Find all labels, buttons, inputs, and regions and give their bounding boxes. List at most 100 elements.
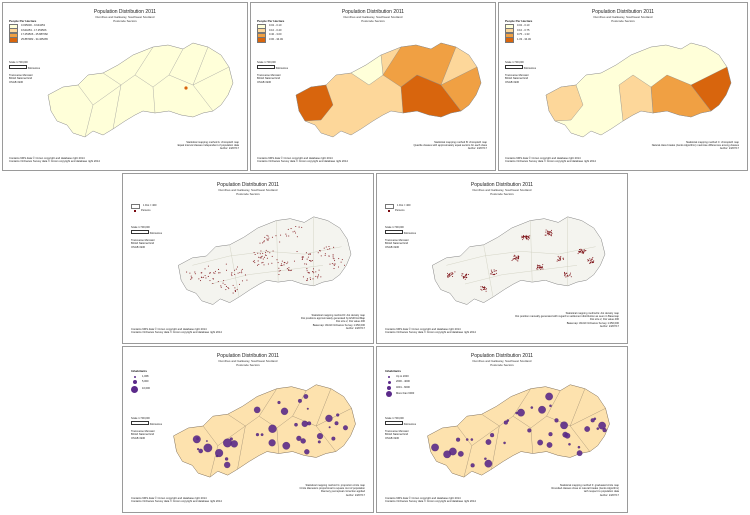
population-dot (301, 226, 303, 228)
population-dot (261, 262, 263, 264)
projection-line: OSGB 1936 (131, 436, 145, 440)
population-dot (450, 272, 452, 274)
population-dot (258, 256, 260, 258)
population-dot (234, 291, 236, 293)
population-dot (491, 271, 493, 273)
population-dot (526, 236, 528, 238)
population-dot (227, 286, 229, 288)
population-dot (511, 259, 513, 261)
population-dot (213, 272, 215, 274)
population-dot (539, 267, 541, 269)
population-dot (579, 251, 581, 253)
population-dot (266, 238, 268, 240)
population-dot (447, 274, 449, 276)
population-dot (482, 286, 484, 288)
population-dot (536, 264, 538, 266)
population-dot (513, 254, 515, 256)
legend-item: 1 Dot = 400 (131, 203, 156, 209)
population-dot (556, 260, 558, 262)
population-dot (329, 248, 331, 250)
population-dot (493, 270, 495, 272)
population-circle (470, 438, 474, 441)
population-dot (560, 257, 562, 259)
population-dot (565, 276, 567, 278)
legend-item: 3.00 - 34.49 (257, 37, 284, 43)
population-dot (544, 234, 546, 236)
population-dot (332, 257, 334, 259)
population-dot (329, 263, 331, 265)
population-dot (307, 271, 309, 273)
population-dot (480, 286, 482, 288)
population-dot (246, 279, 248, 281)
population-dot (564, 274, 566, 276)
population-dot (235, 268, 237, 270)
population-dot (546, 231, 548, 233)
population-dot (452, 273, 454, 275)
population-dot (232, 284, 234, 286)
population-dot (343, 264, 345, 266)
population-circle (229, 437, 233, 441)
method-note: Statistical mapping method D: dot densit… (300, 314, 365, 330)
copyright-notice: Contains NRS data © Crown copyright and … (257, 157, 348, 164)
population-dot (320, 276, 322, 278)
map-panel-e: Population Distribution 2011 Dumfries an… (376, 173, 628, 344)
population-dot (294, 230, 296, 232)
scale-bar: Kilometres (257, 64, 288, 70)
population-circle (300, 438, 306, 444)
population-dot (517, 260, 519, 262)
scale-label: Scale 1:700,000 (131, 417, 150, 420)
population-dot (325, 246, 327, 248)
population-dot (268, 237, 270, 239)
population-dot (320, 255, 322, 257)
population-dot (290, 269, 292, 271)
population-dot (447, 272, 449, 274)
scale-label: Scale 1:700,000 (131, 226, 150, 229)
population-dot (298, 226, 300, 228)
population-dot (225, 285, 227, 287)
population-dot (301, 256, 303, 258)
population-dot (333, 246, 335, 248)
population-dot (332, 254, 334, 256)
map-subtitle: Dumfries and Galloway, Southwest Scotlan… (472, 359, 532, 363)
population-dot (331, 263, 333, 265)
population-dot (241, 280, 243, 282)
population-circle (206, 440, 208, 442)
population-circle (280, 407, 289, 415)
population-dot (218, 268, 220, 270)
population-circle (325, 414, 333, 423)
population-dot (267, 235, 269, 237)
population-dot (333, 267, 335, 270)
projection-line: Transverse Mercator (385, 238, 409, 242)
population-dot (522, 236, 524, 238)
population-dot (276, 259, 278, 261)
scale-label: Scale 1:700,000 (505, 61, 524, 64)
legend-item: More than 6000 (385, 391, 414, 398)
population-circle (328, 426, 331, 429)
population-dot (280, 234, 282, 236)
population-dot (224, 283, 226, 285)
population-dot (557, 259, 559, 261)
population-dot (542, 264, 544, 266)
population-dot (521, 237, 523, 239)
population-dot (578, 252, 580, 254)
population-dot (263, 241, 265, 243)
map-subtitle: Dumfries and Galloway, Southwest Scotlan… (593, 15, 653, 19)
population-dot (480, 288, 482, 290)
population-dot (495, 272, 497, 274)
population-circle (297, 398, 302, 403)
population-dot (309, 279, 312, 281)
population-dot (514, 258, 516, 260)
population-dot (312, 268, 314, 270)
population-circle (503, 441, 506, 445)
population-dot (338, 258, 340, 260)
population-dot (288, 267, 290, 269)
population-dot (266, 234, 268, 236)
population-dot (234, 289, 236, 291)
projection-line: British National Grid (257, 77, 281, 81)
population-dot (295, 225, 297, 228)
population-dot (219, 272, 221, 274)
population-circle (331, 436, 336, 441)
projection-line: OSGB 1936 (257, 80, 271, 84)
population-circle (253, 406, 261, 414)
population-circle (268, 439, 276, 447)
